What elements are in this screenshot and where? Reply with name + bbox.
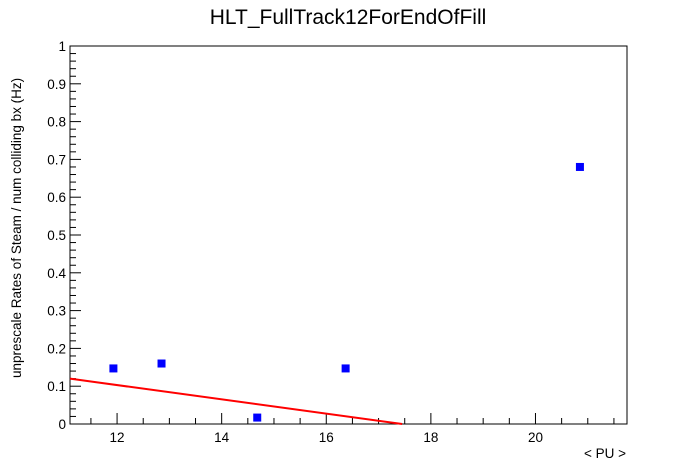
- y-tick-label: 0: [58, 417, 66, 432]
- y-tick-label: 0.3: [47, 304, 66, 319]
- data-point: [157, 359, 166, 368]
- y-tick-label: 1: [58, 39, 66, 54]
- y-tick-label: 0.8: [47, 115, 66, 130]
- y-axis: 0 0.1 0.2 0.3 0.4 0.5 0.6 0.7 0.8 0.9 1: [47, 39, 81, 432]
- data-point: [109, 364, 118, 373]
- y-tick-label: 0.7: [47, 152, 66, 167]
- y-tick-label: 0.6: [47, 190, 66, 205]
- data-points: [109, 162, 584, 422]
- data-point: [575, 162, 584, 171]
- x-tick-label: 20: [528, 430, 543, 445]
- x-tick-label: 12: [110, 430, 125, 445]
- y-axis-label: unprescale Rates of Steam / num collidin…: [9, 78, 24, 378]
- x-axis: 12 14 16 18 20: [90, 413, 615, 445]
- fit-lines: [69, 377, 403, 425]
- y-tick-label: 0.2: [47, 341, 66, 356]
- fit-line: [69, 377, 403, 425]
- data-point: [341, 364, 350, 373]
- y-tick-label: 0.4: [47, 266, 66, 281]
- y-tick-label: 0.5: [47, 228, 66, 243]
- x-tick-label: 18: [423, 430, 438, 445]
- x-axis-label: < PU >: [584, 446, 626, 461]
- data-point: [253, 413, 262, 422]
- x-tick-label: 14: [214, 430, 230, 445]
- y-tick-label: 0.9: [47, 77, 66, 92]
- chart-title: HLT_FullTrack12ForEndOfFill: [210, 6, 487, 29]
- x-tick-label: 16: [319, 430, 334, 445]
- y-tick-label: 0.1: [47, 379, 66, 394]
